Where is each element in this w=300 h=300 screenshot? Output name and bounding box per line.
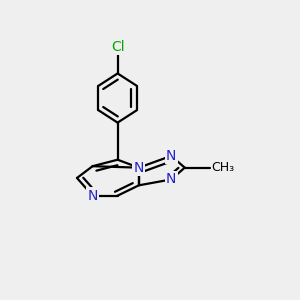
Text: N: N bbox=[166, 172, 176, 186]
Text: Cl: Cl bbox=[111, 40, 124, 54]
Text: N: N bbox=[87, 189, 98, 202]
Text: N: N bbox=[134, 161, 144, 175]
Text: N: N bbox=[166, 149, 176, 163]
Text: CH₃: CH₃ bbox=[211, 161, 234, 174]
